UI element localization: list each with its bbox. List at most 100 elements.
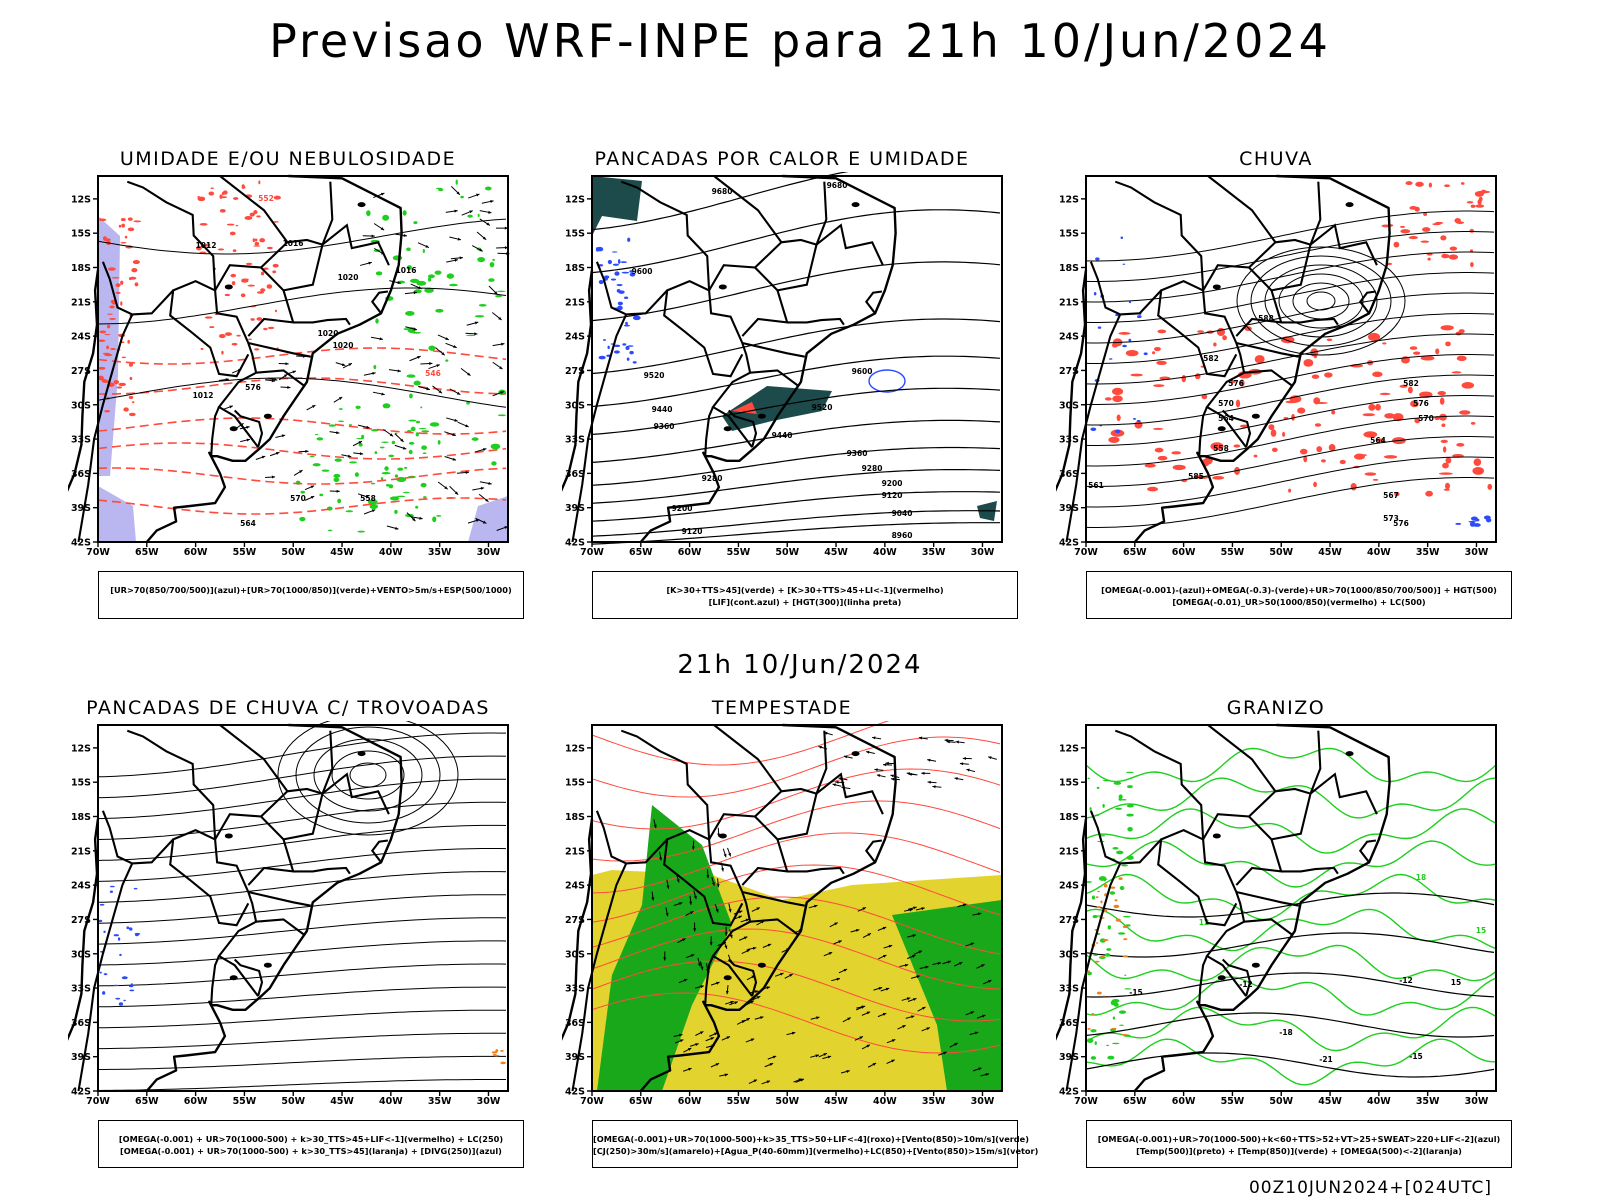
lake <box>229 975 238 981</box>
wind-vector <box>460 367 471 377</box>
temp850-contour <box>1085 1006 1497 1052</box>
wind-vector <box>987 756 997 760</box>
lake <box>757 962 766 968</box>
geopotential-contour <box>591 419 1001 463</box>
map-frame <box>1085 175 1497 543</box>
wind-vector <box>410 283 422 290</box>
streamline <box>1085 456 1495 508</box>
humidity-shade <box>98 486 136 542</box>
wind-vector <box>461 210 474 216</box>
lat-tick-label: 30S <box>565 949 585 960</box>
geopotential-contour <box>591 446 1001 486</box>
wind-vector <box>878 954 887 960</box>
streamline <box>1085 374 1495 426</box>
wind-vector <box>404 291 418 295</box>
wind-vector <box>653 819 657 829</box>
lake <box>1212 833 1221 839</box>
wind-vector <box>329 489 340 493</box>
contour-label: 558 <box>360 494 376 503</box>
wind-vector <box>363 509 376 515</box>
legend-line: [LIF](cont.azul) + [HGT(300)](linha pret… <box>708 597 902 607</box>
lon-tick-label: 70W <box>580 547 604 558</box>
streamline <box>1085 477 1495 528</box>
legend-line: [UR>70(850/700/500)](azul)+[UR>70(1000/8… <box>110 585 512 595</box>
panel-title: PANCADAS DE CHUVA C/ TROVOADAS <box>86 697 490 719</box>
wind-vector <box>437 334 450 341</box>
coastline <box>562 723 897 1092</box>
page-title: Previsao WRF-INPE para 21h 10/Jun/2024 <box>269 14 1331 68</box>
wind-vector <box>818 1052 828 1058</box>
map-frame <box>591 724 1003 1092</box>
lon-tick-label: 70W <box>1074 1096 1098 1107</box>
contour-label: 564 <box>1218 414 1234 423</box>
wind-vector <box>409 355 421 362</box>
wind-vector <box>959 762 969 766</box>
wind-shade <box>597 805 732 1091</box>
wind-vector <box>927 758 937 762</box>
wind-vector <box>886 1039 896 1044</box>
lat-tick-label: 33S <box>565 435 585 446</box>
lat-tick-label: 39S <box>1059 503 1079 514</box>
streamline <box>1085 272 1495 323</box>
lon-tick-label: 40W <box>1367 547 1391 558</box>
lon-tick-label: 65W <box>135 1096 159 1107</box>
lon-tick-label: 45W <box>330 1096 354 1107</box>
wind-vector <box>360 261 372 266</box>
wind-vector <box>373 223 385 231</box>
contour-label: 9360 <box>847 449 868 458</box>
omega-shade <box>1455 515 1492 527</box>
contour-label: 9280 <box>862 464 883 473</box>
contour-label: 558 <box>1213 444 1229 453</box>
contour-label: 1020 <box>338 273 359 282</box>
contour-label: 9600 <box>852 367 873 376</box>
panel-tempestade: TEMPESTADE 12S 15S 18S 21S 24S 27S 30S 33S 36S 39… <box>562 697 1042 1197</box>
lake <box>1217 426 1226 432</box>
wind-vector <box>465 332 478 336</box>
streamline-vortex <box>313 738 423 812</box>
temp500-contour <box>1085 1052 1495 1078</box>
wind-vector <box>883 763 893 767</box>
contour-label: 15 <box>1451 978 1461 987</box>
legend-line: [OMEGA(-0.001)+UR>70(1000-500)+k<60+TTS>… <box>1097 1134 1501 1144</box>
wind-vector <box>714 903 719 913</box>
wind-vector <box>479 481 492 485</box>
wind-vector <box>917 1006 926 1012</box>
lat-tick-label: 30S <box>71 400 91 411</box>
lon-tick-label: 50W <box>775 1096 799 1107</box>
contour-label: 570 <box>1418 414 1434 423</box>
wind-vector <box>410 516 423 520</box>
lon-tick-label: 50W <box>1269 1096 1293 1107</box>
streamline <box>97 824 507 861</box>
lon-tick-label: 55W <box>727 547 751 558</box>
contour-label: 9520 <box>812 403 833 412</box>
streamline <box>1085 292 1495 344</box>
contour-label: 9440 <box>652 405 673 414</box>
streamline <box>97 801 507 840</box>
wind-vector <box>793 1078 803 1083</box>
lat-tick-label: 12S <box>565 743 585 754</box>
precip-shade <box>1104 325 1493 497</box>
lat-tick-label: 12S <box>1059 194 1079 205</box>
wind-vector <box>685 910 694 917</box>
streamline <box>1085 333 1495 385</box>
lat-tick-label: 30S <box>71 949 91 960</box>
streamline <box>1085 313 1495 364</box>
contour-label: 1012 <box>196 241 217 250</box>
wind-vector <box>877 926 887 931</box>
wind-vector <box>457 421 469 428</box>
wind-vector <box>738 936 748 941</box>
contour-label: 564 <box>240 519 256 528</box>
streamline <box>97 732 506 778</box>
convection-shade <box>592 176 642 236</box>
streamline <box>98 1055 506 1070</box>
coastline <box>1056 723 1391 1092</box>
temp850-contour <box>1085 1038 1497 1086</box>
wind-vector <box>678 978 688 984</box>
lat-tick-label: 33S <box>71 435 91 446</box>
wind-vector <box>843 755 853 759</box>
wind-vector <box>710 981 720 986</box>
contour-label: -21 <box>1319 1055 1333 1064</box>
wind-vector <box>492 391 505 397</box>
legend-line: [K>30+TTS>45](verde) + [K>30+TTS>45+LI<-… <box>666 585 944 595</box>
streamline <box>1085 231 1495 282</box>
